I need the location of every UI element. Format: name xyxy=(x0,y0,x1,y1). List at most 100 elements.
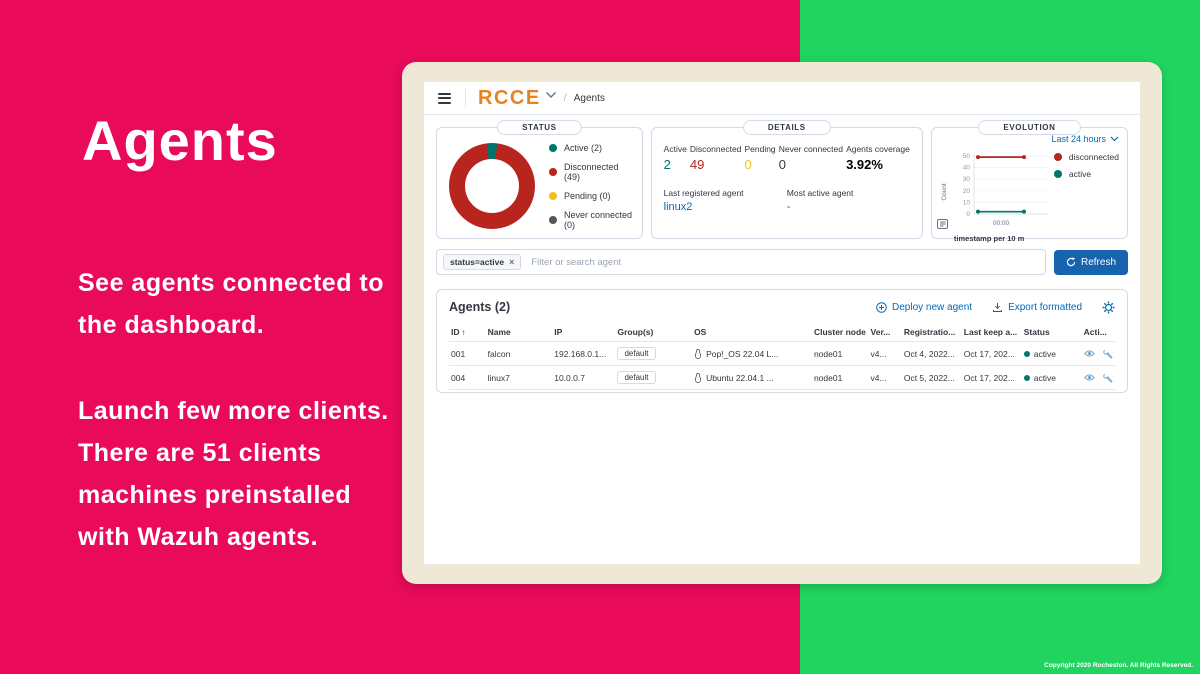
summary-panels: STATUS Active (2) Disconnected (49) xyxy=(424,115,1140,245)
stat-label: Active xyxy=(663,144,687,154)
legend-item-active[interactable]: active xyxy=(1053,169,1119,179)
search-box[interactable]: status=active × xyxy=(436,249,1046,275)
legend-label: Pending (0) xyxy=(564,190,611,201)
stat-value: 0 xyxy=(744,157,752,172)
column-header-id[interactable]: ID ↑ xyxy=(449,323,486,342)
cell-cluster-node: node01 xyxy=(811,341,869,366)
menu-icon[interactable] xyxy=(436,91,453,106)
breadcrumb-separator: / xyxy=(563,92,567,104)
group-chip[interactable]: default xyxy=(617,347,656,360)
stat-active: Active 2 xyxy=(664,144,687,172)
paragraph-line: See agents connected to xyxy=(78,269,385,297)
svg-text:00:00: 00:00 xyxy=(993,220,1010,227)
details-stats-row: Active 2 Disconnected 49 Pending 0 Nev xyxy=(664,144,910,172)
paragraph-line: machines preinstalled xyxy=(78,481,352,509)
status-legend: Active (2) Disconnected (49) Pending (0) xyxy=(549,143,634,230)
legend-item-disconnected[interactable]: disconnected xyxy=(1053,152,1119,162)
filter-chip[interactable]: status=active × xyxy=(443,254,522,270)
cell-name: linux7 xyxy=(485,365,553,390)
stat-value: 0 xyxy=(778,157,786,172)
stat-label: Disconnected xyxy=(689,144,742,154)
status-panel-title: STATUS xyxy=(497,120,582,135)
cell-os: Ubuntu 22.04.1 ... xyxy=(692,365,812,390)
never-connected-dot-icon xyxy=(549,215,557,224)
legend-item-disconnected: Disconnected (49) xyxy=(549,162,634,182)
agents-table-card: Agents (2) Deploy new agent Export forma… xyxy=(436,289,1128,393)
paragraph-line: Launch few more clients. xyxy=(78,397,389,425)
close-icon[interactable]: × xyxy=(509,257,515,267)
download-icon xyxy=(993,302,1003,312)
view-agent-eye-icon[interactable] xyxy=(1083,373,1095,382)
chevron-down-icon[interactable] xyxy=(545,86,557,104)
table-row: 001 falcon 192.168.0.1... default Pop!_O… xyxy=(449,341,1115,366)
column-header-ip[interactable]: IP xyxy=(552,323,616,342)
status-label: active xyxy=(1033,372,1056,383)
svg-text:0: 0 xyxy=(966,211,970,218)
last-registered-agent-link[interactable]: linux2 xyxy=(663,201,693,213)
stat-label: Never connected xyxy=(778,144,843,154)
stat-value: 2 xyxy=(663,157,671,172)
agent-config-wrench-icon[interactable] xyxy=(1102,349,1113,359)
cell-os: Pop!_OS 22.04 L... xyxy=(692,341,812,366)
search-input[interactable] xyxy=(529,255,1039,269)
cell-version: v4... xyxy=(868,341,902,366)
field-label: Last registered agent xyxy=(663,188,744,198)
column-header-status[interactable]: Status xyxy=(1021,323,1082,342)
column-header-groups[interactable]: Group(s) xyxy=(615,323,693,342)
column-header-cluster-node[interactable]: Cluster node xyxy=(811,323,869,342)
table-row: 004 linux7 10.0.0.7 default Ubuntu 22.04… xyxy=(449,365,1115,390)
inspect-icon[interactable] xyxy=(936,216,948,234)
legend-label: active xyxy=(1068,169,1092,179)
view-agent-eye-icon[interactable] xyxy=(1083,349,1095,358)
export-label: Export formatted xyxy=(1008,301,1082,313)
time-range-dropdown[interactable]: Last 24 hours xyxy=(940,134,1119,144)
cell-id: 004 xyxy=(449,365,486,390)
deploy-label: Deploy new agent xyxy=(892,301,973,313)
table-actions: Deploy new agent Export formatted xyxy=(876,301,1115,314)
copyright-text: Copyright 2020 Rocheston. All Rights Res… xyxy=(1044,662,1193,669)
slide-title: Agents xyxy=(82,109,278,172)
stat-disconnected: Disconnected 49 xyxy=(690,144,742,172)
column-header-registration[interactable]: Registratio... xyxy=(901,323,962,342)
stat-value: 49 xyxy=(689,157,705,172)
cell-registration: Oct 5, 2022... xyxy=(901,365,962,390)
evolution-chart-area: Count 0 10 20 30 40 50 00:00 disconnected acti… xyxy=(940,144,1119,236)
linux-penguin-icon xyxy=(695,348,702,359)
cell-status: active xyxy=(1021,341,1082,366)
refresh-button[interactable]: Refresh xyxy=(1053,249,1128,275)
most-active-agent-link[interactable]: - xyxy=(786,201,791,213)
paragraph-line: with Wazuh agents. xyxy=(78,523,319,551)
cell-version: v4... xyxy=(868,365,902,390)
dashboard-screenshot-card: RCCE / Agents STATUS Active (2) xyxy=(402,62,1162,584)
gear-icon[interactable] xyxy=(1102,301,1115,314)
column-header-name[interactable]: Name xyxy=(485,323,553,342)
export-formatted-button[interactable]: Export formatted xyxy=(992,302,1082,313)
group-chip[interactable]: default xyxy=(617,371,656,384)
column-header-os[interactable]: OS xyxy=(692,323,812,342)
brand-logo[interactable]: RCCE xyxy=(478,86,541,109)
legend-item-active: Active (2) xyxy=(549,143,634,153)
wazuh-dashboard: RCCE / Agents STATUS Active (2) xyxy=(424,82,1140,564)
deploy-new-agent-button[interactable]: Deploy new agent xyxy=(876,302,972,313)
evolution-line-chart: 0 10 20 30 40 50 00:00 xyxy=(963,153,1048,227)
chart-y-axis-label: Count xyxy=(940,183,948,201)
agent-config-wrench-icon[interactable] xyxy=(1102,373,1113,383)
disconnected-dot-icon xyxy=(549,167,557,176)
cell-registration: Oct 4, 2022... xyxy=(901,341,962,366)
breadcrumb: Agents xyxy=(573,92,605,104)
slide-paragraph-2: Launch few more clients. There are 51 cl… xyxy=(78,390,389,558)
details-agents-row: Last registered agent linux2 Most active… xyxy=(664,188,910,213)
field-label: Most active agent xyxy=(786,188,854,198)
time-range-label: Last 24 hours xyxy=(1051,134,1106,144)
active-dot-icon xyxy=(1053,170,1062,178)
stat-coverage: Agents coverage 3.92% xyxy=(846,144,910,172)
svg-text:10: 10 xyxy=(963,199,971,206)
legend-label: disconnected xyxy=(1068,152,1119,162)
stat-label: Pending xyxy=(744,144,776,154)
column-header-actions[interactable]: Acti... xyxy=(1081,323,1115,342)
column-header-last-keep-alive[interactable]: Last keep a... xyxy=(961,323,1022,342)
details-panel-title: DETAILS xyxy=(742,120,831,135)
column-header-version[interactable]: Ver... xyxy=(868,323,902,342)
legend-item-never-connected: Never connected (0) xyxy=(549,210,634,230)
most-active-agent: Most active agent - xyxy=(787,188,910,213)
